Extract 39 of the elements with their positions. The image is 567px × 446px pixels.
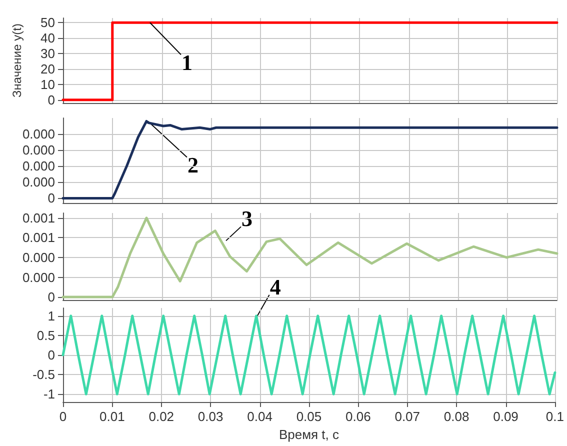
y-tick-label: 10 xyxy=(40,76,55,92)
y-tick-label: 0 xyxy=(48,92,55,108)
y-tick-label: 50 xyxy=(40,15,55,30)
y-tick-label: 0 xyxy=(48,190,55,206)
x-axis-title: Время t, с xyxy=(278,427,340,442)
x-tick-label: 0.05 xyxy=(296,409,322,424)
x-tick-label: 0.02 xyxy=(148,409,174,424)
y-tick-label: 0.000 xyxy=(22,158,55,174)
y-tick-label: 0.000 xyxy=(22,174,55,190)
y-tick-label: 0.000 xyxy=(22,270,55,285)
y-tick-label: 0.001 xyxy=(22,230,55,246)
annotation: 2 xyxy=(187,152,198,178)
x-tick-label: 0 xyxy=(59,409,67,424)
x-tick-label: 0.04 xyxy=(247,409,272,424)
line-series xyxy=(62,314,556,396)
x-tick-label: 0.07 xyxy=(394,409,420,424)
annotation: 4 xyxy=(270,274,281,300)
y-tick-label: -0.5 xyxy=(32,367,55,382)
y-tick-label: 0.001 xyxy=(22,210,55,226)
y-tick-label: 20 xyxy=(40,62,55,76)
y-tick-label: 0.000 xyxy=(22,126,55,142)
y-axis-title: Значение y(t) xyxy=(10,24,24,98)
y-tick-label: -1 xyxy=(43,386,55,402)
y-tick-label: 30 xyxy=(40,46,55,62)
y-tick-label: 0 xyxy=(48,290,55,305)
y-tick-label: 0.000 xyxy=(22,250,55,265)
x-tick-label: 0.06 xyxy=(346,409,371,424)
x-tick-label: 0.03 xyxy=(198,409,224,424)
y-tick-label: 40 xyxy=(40,30,55,46)
x-tick-label: 0.08 xyxy=(444,409,470,424)
x-tick-label: 0.01 xyxy=(100,409,125,424)
y-tick-label: 0.5 xyxy=(36,328,55,343)
annotation: 1 xyxy=(181,50,192,76)
y-tick-label: 0.000 xyxy=(22,142,55,158)
x-tick-label: 0.1 xyxy=(546,409,564,424)
y-tick-label: 1 xyxy=(48,308,55,324)
x-tick-label: 0.09 xyxy=(493,409,518,424)
y-tick-label: 0 xyxy=(48,348,55,362)
line-series xyxy=(62,120,558,200)
